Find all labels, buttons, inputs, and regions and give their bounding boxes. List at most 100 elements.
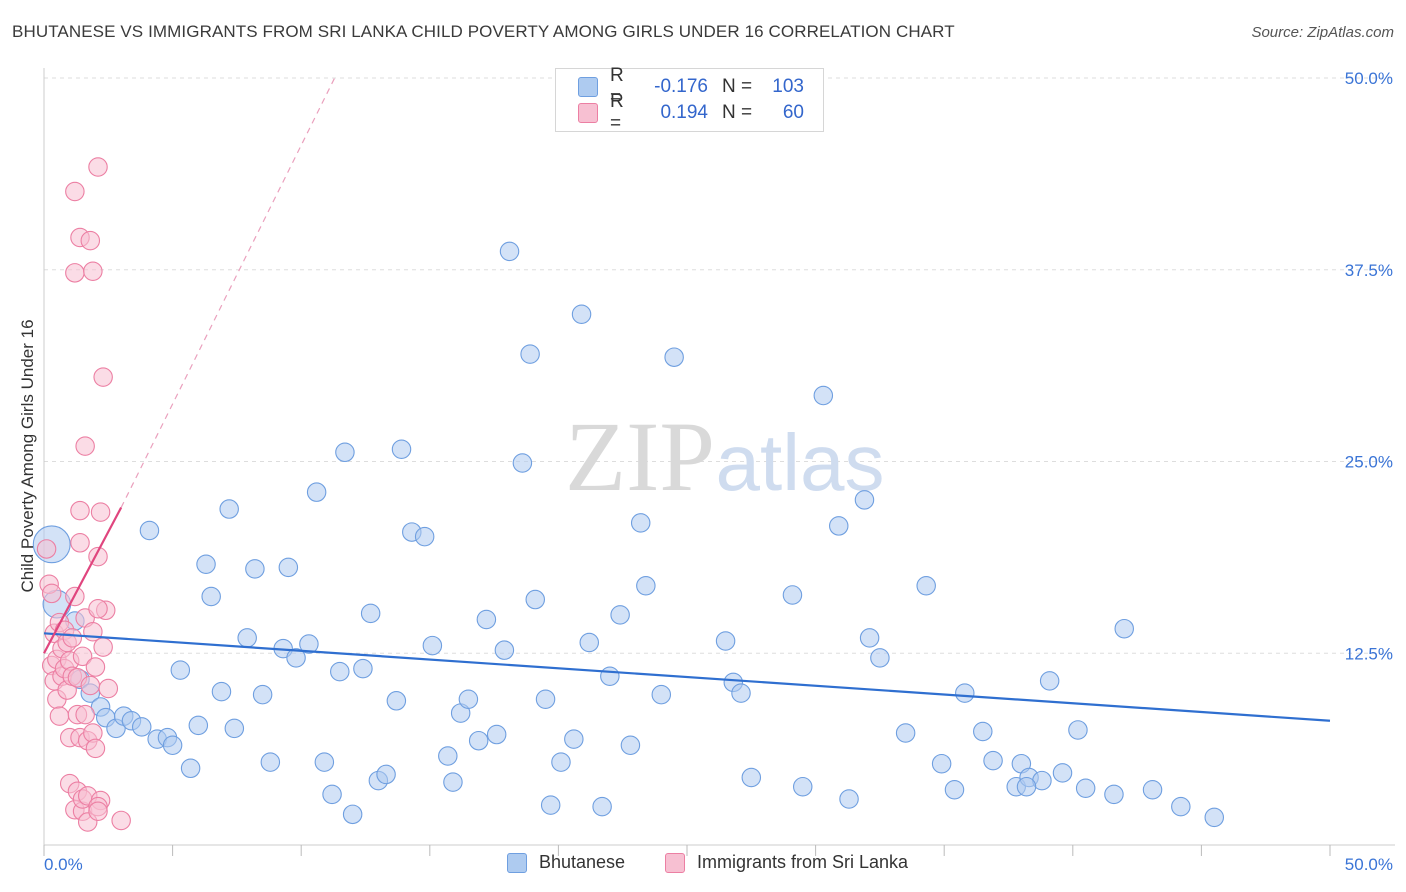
sri-lanka-point [49, 706, 70, 726]
bhutanese-point [386, 691, 407, 711]
bhutanese-point [731, 683, 751, 703]
legend-label: Bhutanese [539, 852, 626, 872]
bhutanese-point [636, 576, 656, 596]
legend-swatch-pink [665, 852, 685, 873]
watermark-zip: ZIP [565, 401, 715, 512]
bhutanese-point [476, 609, 497, 630]
y-tick-label: 12.5% [1345, 644, 1393, 663]
bhutanese-point [792, 776, 813, 797]
bhutanese-point [955, 683, 975, 703]
y-tick-label: 25.0% [1345, 453, 1393, 472]
bhutanese-point [260, 752, 281, 772]
bhutanese-point [859, 628, 880, 648]
points-layer [32, 157, 1225, 832]
sri-lanka-point [93, 637, 113, 657]
legend-item-bhutanese[interactable]: Bhutanese [507, 852, 625, 873]
bhutanese-point [314, 752, 335, 772]
bhutanese-point [1052, 763, 1073, 783]
bhutanese-point [468, 730, 489, 751]
sri-lanka-point [80, 675, 101, 696]
bhutanese-point [839, 789, 859, 809]
bhutanese-point [600, 666, 620, 687]
bhutanese-point [170, 660, 191, 680]
bhutanese-point [196, 554, 216, 575]
bhutanese-point [486, 724, 507, 745]
sri-lanka-point [62, 628, 83, 648]
bhutanese-point [983, 750, 1003, 771]
legend-swatch-blue [578, 77, 598, 97]
bhutanese-point [335, 442, 355, 463]
legend-swatch-pink [578, 103, 598, 123]
bhutanese-point [620, 735, 641, 756]
bhutanese-point [592, 796, 612, 817]
bhutanese-point [944, 780, 965, 800]
bhutanese-point [535, 689, 556, 710]
series-legend: Bhutanese Immigrants from Sri Lanka [0, 850, 1406, 878]
bhutanese-point [342, 804, 363, 825]
sri-lanka-point [36, 539, 57, 559]
bhutanese-point [630, 513, 651, 533]
bhutanese-point [931, 753, 952, 774]
watermark: ZIP atlas [565, 401, 884, 512]
bhutanese-point [443, 772, 463, 792]
y-tick-label: 50.0% [1345, 69, 1393, 88]
bhutanese-point [540, 795, 561, 815]
bhutanese-point [651, 684, 672, 705]
r-label: R = [610, 91, 624, 134]
bhutanese-point [551, 752, 571, 772]
bhutanese-point [870, 648, 890, 668]
sri-lanka-point [65, 263, 85, 283]
bhutanese-point [782, 585, 803, 605]
bhutanese-point [330, 661, 350, 682]
sri-lanka-point [88, 801, 108, 822]
bhutanese-point [201, 586, 221, 607]
bhutanese-point [391, 439, 412, 459]
legend-swatch-blue [507, 852, 527, 873]
bhutanese-point [278, 557, 299, 578]
bhutanese-point [916, 576, 936, 596]
r-value: -0.176 [654, 76, 708, 97]
n-label: N = [722, 76, 753, 97]
bhutanese-point [1039, 671, 1060, 691]
bhutanese-point [438, 746, 458, 766]
bhutanese-point [973, 721, 993, 742]
bhutanese-point [1104, 784, 1124, 805]
correlation-legend: R = -0.176 N = 103 R = 0.194 N = 60 [555, 65, 824, 134]
bhutanese-point [715, 631, 736, 651]
bhutanese-point [499, 241, 520, 262]
bhutanese-point [252, 684, 273, 705]
bhutanese-point [854, 490, 875, 510]
bhutanese-point [610, 605, 630, 625]
sri-lanka-point [80, 230, 101, 251]
bhutanese-point [131, 717, 152, 737]
sri-lanka-point [98, 678, 119, 699]
bhutanese-point [895, 723, 916, 743]
bhutanese-point [245, 559, 265, 579]
bhutanese-point [1075, 778, 1096, 798]
bhutanese-point [219, 499, 239, 519]
n-value: 103 [772, 76, 804, 97]
bhutanese-point [579, 632, 600, 653]
x-tick-label: 0.0% [44, 855, 83, 874]
r-value: 0.194 [660, 102, 708, 123]
bhutanese-point [422, 635, 443, 656]
bhutanese-point [237, 628, 257, 648]
bhutanese-point [1068, 720, 1088, 740]
bhutanese-point [494, 640, 515, 660]
bhutanese-point [139, 520, 160, 541]
trend-layer [43, 77, 1331, 722]
bhutanese-point [376, 764, 396, 785]
bhutanese-point [180, 758, 201, 779]
bhutanese-point [306, 482, 327, 502]
sri-lanka-point [88, 599, 108, 619]
bhutanese-point [286, 648, 306, 668]
legend-item-sri-lanka[interactable]: Immigrants from Sri Lanka [665, 852, 908, 873]
bhutanese-point [211, 681, 232, 702]
legend-label: Immigrants from Sri Lanka [697, 852, 909, 872]
bhutanese-point [512, 453, 533, 473]
bhutanese-point [813, 385, 834, 406]
axis-layer: 12.5% 25.0% 37.5% 50.0% 0.0% 50.0% [43, 68, 1395, 874]
sri-lanka-point [83, 261, 103, 282]
bhutanese-point [525, 589, 546, 610]
bhutanese-point [564, 729, 584, 749]
